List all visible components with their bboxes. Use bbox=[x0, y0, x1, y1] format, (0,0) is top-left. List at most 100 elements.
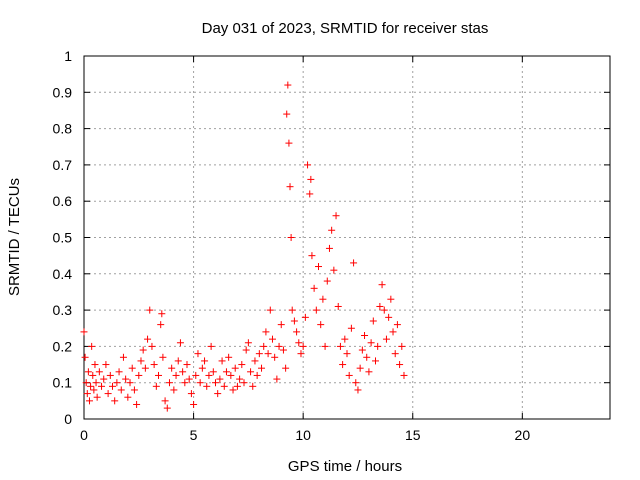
data-point bbox=[158, 310, 166, 318]
y-tick-label: 0.5 bbox=[53, 230, 73, 246]
data-point bbox=[196, 379, 204, 387]
data-point bbox=[336, 342, 344, 350]
data-point bbox=[128, 364, 136, 372]
data-point bbox=[117, 386, 125, 394]
y-tick-label: 1 bbox=[64, 48, 72, 64]
data-point bbox=[339, 361, 347, 369]
data-point bbox=[297, 350, 305, 358]
data-point bbox=[268, 335, 276, 343]
data-point bbox=[163, 404, 171, 412]
data-point bbox=[218, 357, 226, 365]
data-point bbox=[341, 335, 349, 343]
data-point bbox=[307, 175, 315, 183]
data-point bbox=[135, 371, 143, 379]
data-point bbox=[139, 346, 147, 354]
data-point bbox=[398, 342, 406, 350]
data-point bbox=[90, 386, 98, 394]
data-point bbox=[352, 379, 360, 387]
data-point bbox=[95, 368, 103, 376]
data-point bbox=[242, 346, 250, 354]
data-point bbox=[146, 306, 154, 314]
data-point bbox=[192, 371, 200, 379]
data-point bbox=[299, 342, 307, 350]
data-point bbox=[244, 339, 252, 347]
data-point bbox=[150, 361, 158, 369]
data-point bbox=[328, 226, 336, 234]
data-point bbox=[137, 357, 145, 365]
data-point bbox=[130, 386, 138, 394]
data-point bbox=[319, 295, 327, 303]
data-point bbox=[216, 375, 224, 383]
data-point bbox=[323, 277, 331, 285]
data-point bbox=[88, 342, 96, 350]
data-point bbox=[285, 139, 293, 147]
data-point bbox=[172, 371, 180, 379]
data-point bbox=[287, 234, 295, 241]
data-point bbox=[310, 284, 318, 292]
x-tick-label: 20 bbox=[515, 427, 531, 443]
data-point bbox=[247, 368, 255, 376]
data-point bbox=[369, 317, 377, 325]
data-point bbox=[176, 339, 184, 347]
data-point bbox=[306, 190, 314, 198]
data-point bbox=[308, 252, 316, 260]
data-point bbox=[350, 259, 358, 267]
data-point bbox=[181, 379, 189, 387]
data-point bbox=[271, 353, 279, 361]
data-point bbox=[220, 382, 228, 390]
data-point bbox=[240, 379, 248, 387]
data-point bbox=[115, 368, 123, 376]
data-point bbox=[113, 379, 121, 387]
data-point bbox=[84, 368, 92, 376]
data-point bbox=[93, 393, 101, 401]
data-point bbox=[365, 368, 373, 376]
data-point bbox=[378, 281, 386, 289]
data-point bbox=[284, 81, 292, 89]
data-point bbox=[290, 317, 298, 325]
ticks: 0 5 10 15 20 0 0.1 0.2 0.3 0.4 0.5 0.6 0.7 0.8 0.9 1 bbox=[53, 48, 610, 443]
data-point bbox=[159, 353, 167, 361]
data-point bbox=[361, 332, 369, 340]
data-point bbox=[260, 342, 268, 350]
y-tick-label: 0.4 bbox=[53, 266, 73, 282]
data-point bbox=[222, 368, 230, 376]
data-point bbox=[174, 357, 182, 365]
data-point bbox=[126, 379, 134, 387]
data-point bbox=[122, 375, 130, 383]
data-point bbox=[330, 266, 338, 274]
data-point bbox=[144, 335, 152, 343]
data-point bbox=[98, 382, 106, 390]
data-point bbox=[286, 183, 294, 191]
data-point bbox=[231, 364, 239, 372]
data-point bbox=[288, 306, 296, 314]
data-point bbox=[283, 110, 291, 118]
data-point bbox=[304, 161, 312, 169]
data-point bbox=[332, 212, 340, 220]
data-point bbox=[273, 375, 281, 383]
data-point bbox=[358, 346, 366, 354]
data-point bbox=[201, 357, 209, 365]
data-point bbox=[179, 368, 187, 376]
x-tick-label: 5 bbox=[190, 427, 198, 443]
y-tick-label: 0.2 bbox=[53, 338, 73, 354]
data-point bbox=[343, 350, 351, 358]
data-point bbox=[212, 379, 219, 387]
data-point bbox=[374, 342, 382, 350]
data-point bbox=[363, 353, 371, 361]
data-point bbox=[100, 375, 108, 383]
data-point bbox=[400, 371, 408, 379]
data-point bbox=[396, 361, 404, 369]
plot-frame bbox=[83, 55, 611, 420]
data-point bbox=[293, 328, 301, 336]
data-point bbox=[347, 324, 355, 332]
y-tick-label: 0.8 bbox=[53, 121, 73, 137]
data-point bbox=[385, 313, 393, 321]
data-point bbox=[198, 364, 206, 372]
y-tick-label: 0.1 bbox=[53, 375, 73, 391]
data-point bbox=[301, 313, 309, 321]
data-point bbox=[183, 361, 191, 369]
data-point bbox=[380, 306, 388, 314]
data-point bbox=[277, 321, 285, 329]
data-point bbox=[165, 379, 173, 387]
data-point bbox=[81, 353, 89, 361]
